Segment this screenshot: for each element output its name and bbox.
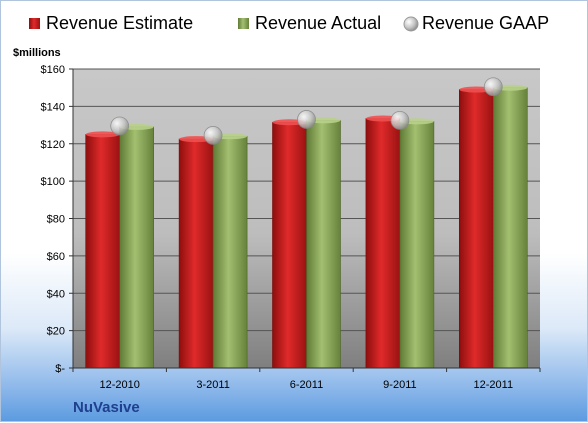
y-tick-label: $160 [41,64,65,76]
x-tick-label: 12-2011 [474,379,514,391]
y-tick-label: $140 [41,101,65,113]
x-tick-label: 12-2010 [100,379,140,391]
bar-revenue-estimate [85,134,120,369]
y-tick-label: $- [55,363,65,375]
marker-revenue-gaap [203,125,223,145]
bar-revenue-estimate [458,89,494,369]
legend-label: Revenue GAAP [422,13,549,33]
x-tick-label: 6-2011 [290,379,323,391]
y-tick-label: $80 [47,214,65,226]
bars [85,84,528,369]
x-tick-label: 3-2011 [196,379,229,391]
bar-revenue-estimate [178,138,214,369]
bar-revenue-actual [119,126,154,369]
gaap-markers [110,77,503,145]
marker-revenue-gaap [110,116,130,136]
legend-swatch [403,16,419,32]
marker-revenue-gaap [297,110,316,129]
axes: $- $20 $40 $60 $80 $100 $120 $140 $160 12-2010 3-2… [41,64,541,391]
legend: Revenue Estimate Revenue Actual Revenue GA… [29,13,549,33]
legend-label: Revenue Actual [255,13,381,33]
company-name: NuVasive [73,399,140,416]
bar-revenue-actual [212,135,248,369]
y-tick-label: $40 [47,288,65,300]
bar-revenue-estimate [272,121,307,369]
y-tick-label: $60 [47,251,65,263]
legend-label: Revenue Estimate [46,13,193,33]
y-tick-label: $20 [47,326,65,338]
marker-revenue-gaap [390,110,410,130]
bar-revenue-estimate [365,118,401,369]
y-tick-label: $120 [41,139,65,151]
bar-revenue-actual [492,87,528,369]
x-tick-label: 9-2011 [383,379,416,391]
y-tick-label: $100 [41,176,65,188]
legend-swatch [238,18,249,29]
legend-swatch [29,18,40,29]
bar-top-cap [85,131,120,138]
y-axis-label: $millions [13,47,61,59]
marker-revenue-gaap [483,77,503,97]
bar-revenue-actual [399,121,435,369]
bar-revenue-actual [306,120,341,369]
